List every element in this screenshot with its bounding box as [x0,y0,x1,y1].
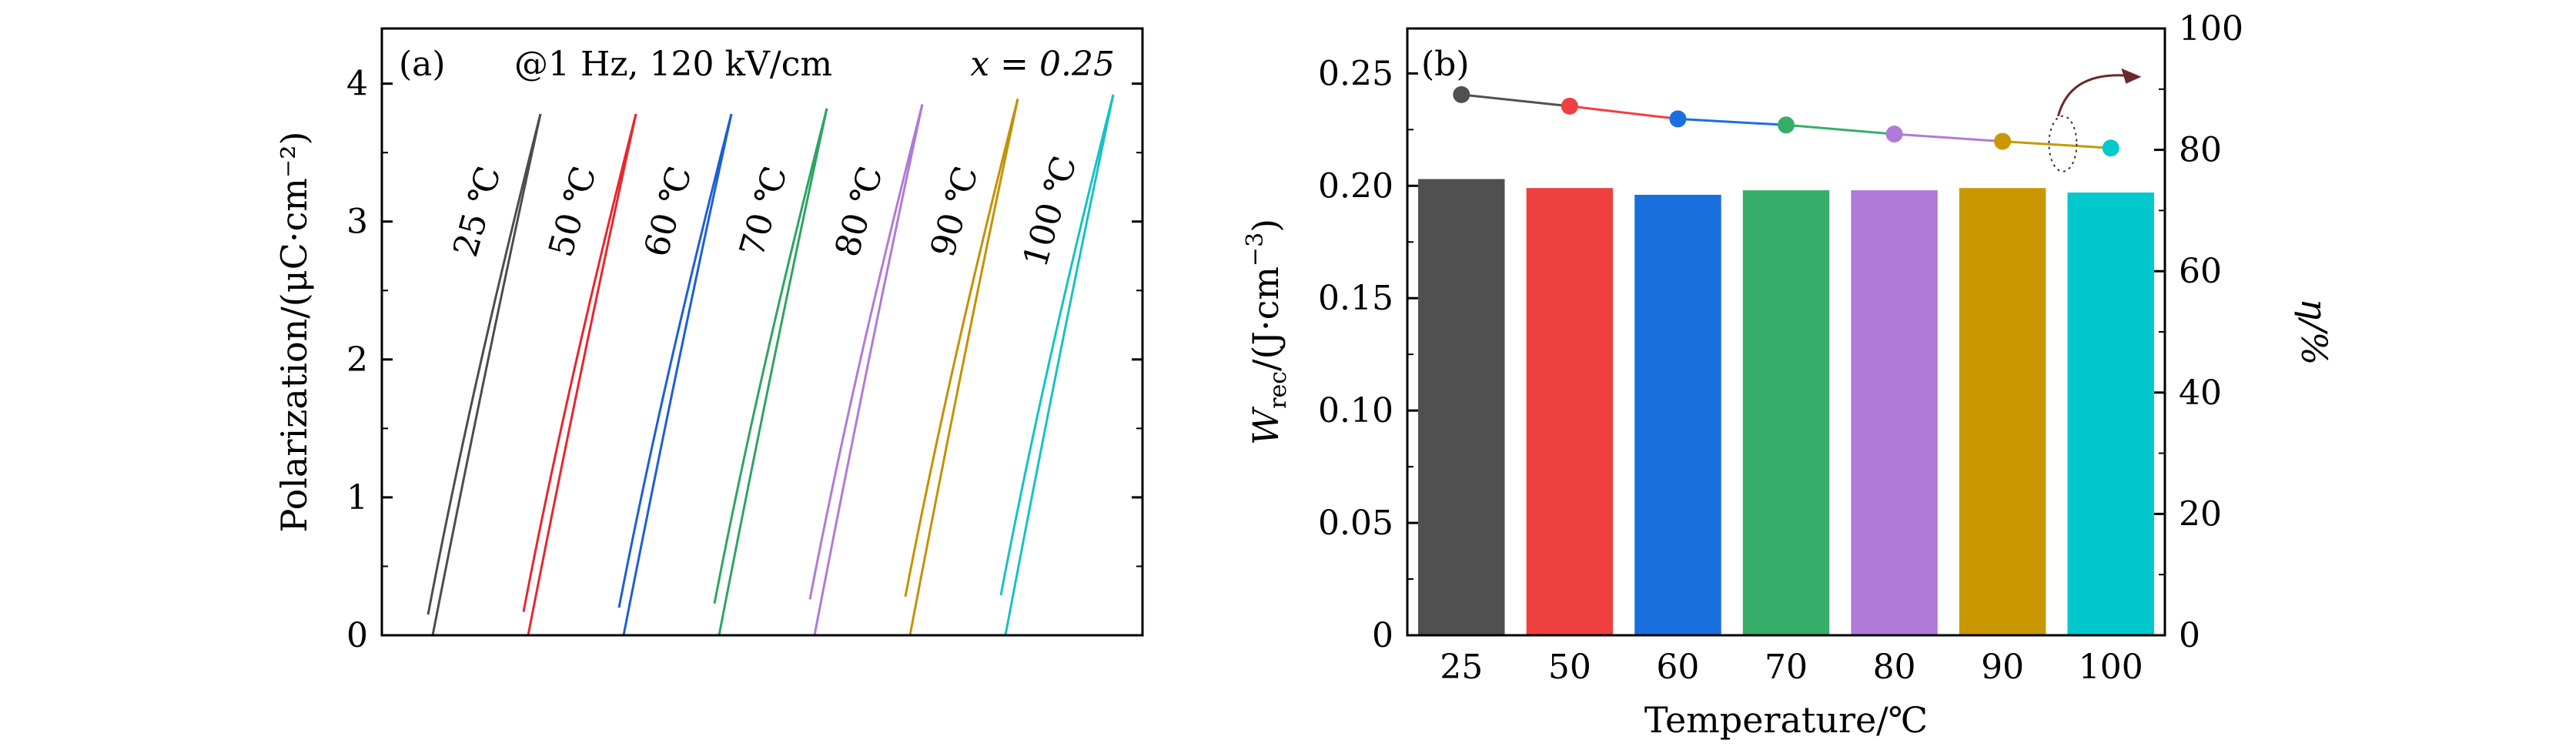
panel-b-y2-tick-label: 80 [2179,131,2222,170]
panel-b-x-tick-label: 100 [2079,648,2143,687]
axis-indicator-arrowhead [2121,68,2142,84]
pe-loop-branch-discharge [808,104,924,600]
panel-b-y-tick-label: 0.05 [1318,504,1393,543]
panel-b-x-tick-label: 60 [1656,648,1699,687]
panel-a-title: @1 Hz, 120 kV/cm [514,45,832,84]
panel-b-x-tick-label: 50 [1548,648,1591,687]
panel-b-y-tick-label: 0.10 [1318,391,1393,430]
panel-b-y2-axis-title: η/% [2293,299,2335,366]
efficiency-point [1885,126,1903,143]
pe-loop-branch-discharge [427,113,542,615]
panel-b-y2-tick-label: 100 [2179,9,2243,49]
bar-wrec [1634,194,1721,636]
panel-b-y-tick-label: 0.25 [1318,54,1393,93]
efficiency-point [1453,85,1470,103]
panel-b-label: (b) [1421,45,1470,84]
efficiency-line-segment [1678,117,1787,126]
panel-b: 0 0.05 0.10 0.15 0.20 0.25 0 20 40 60 80 100 25 50 60 7… [1242,9,2335,741]
pe-loop-branch-discharge [999,94,1115,596]
pe-loop-branch-charge [431,113,542,636]
panel-a-label: (a) [399,45,446,84]
pe-loop-branch-discharge [522,113,637,612]
panel-b-y-axis-title: Wrec/(J·cm−3) [1242,219,1292,445]
panel-a-y-tick-label: 0 [346,616,368,655]
pe-loop-branch-discharge [713,108,828,604]
axis-indicator-ellipse [2048,115,2078,172]
panel-b-y2-tick-label: 40 [2179,373,2222,413]
pe-loop-temperature-label: 90 ℃ [923,162,986,261]
pe-loop-temperature-label: 50 ℃ [541,162,604,261]
pe-loop-temperature-label: 70 ℃ [732,162,795,261]
bar-wrec [1851,190,1938,636]
pe-loop-branch-charge [813,104,924,636]
efficiency-line-segment [1569,105,1678,120]
panel-a-y-tick-label: 4 [346,65,368,104]
bar-wrec [1418,179,1505,635]
pe-loop-branch-discharge [617,113,733,608]
pe-loop-branch-charge [622,113,733,636]
efficiency-point [1778,116,1795,134]
pe-loop-branch-charge [1004,94,1115,636]
panel-b-x-tick-label: 70 [1765,648,1808,687]
panel-b-y-tick-label: 0.20 [1318,166,1393,206]
panel-b-y2-tick-label: 0 [2179,616,2200,655]
panel-b-x-tick-label: 25 [1440,648,1483,687]
efficiency-point [1994,132,2012,150]
efficiency-point [1669,110,1687,128]
panel-a-y-tick-label: 3 [346,203,368,242]
panel-a-y-axis-title: Polarization/(μC·cm⁻²) [273,131,315,532]
panel-b-y-tick-label: 0.15 [1318,279,1393,318]
pe-loop-branch-discharge [904,98,1019,598]
bar-wrec [1526,188,1614,635]
panel-a-y-tick-label: 2 [346,340,368,380]
pe-loop-temperature-label: 80 ℃ [828,162,891,261]
panel-b-x-tick-label: 90 [1981,648,2024,687]
axis-indicator-arrow [2056,74,2133,117]
efficiency-point [2102,139,2119,157]
bar-wrec [2067,193,2154,635]
pe-loop-branch-charge [908,99,1019,636]
panel-a-frame [380,27,1144,637]
efficiency-line-segment [2002,140,2111,149]
panel-b-x-tick-label: 80 [1873,648,1916,687]
pe-loop-branch-charge [718,108,828,636]
pe-loop-temperature-label: 60 ℃ [637,162,700,261]
panel-b-y2-tick-label: 20 [2179,494,2222,534]
efficiency-point [1561,97,1578,115]
panel-b-y-tick-label: 0 [1372,616,1393,655]
panel-b-x-axis-title: Temperature/℃ [1644,699,1928,741]
bar-wrec [1742,190,1830,636]
panel-a-composition: x = 0.25 [970,45,1115,84]
efficiency-line-segment [1785,123,1895,136]
panel-b-frame [1406,27,2166,637]
pe-loop-temperature-label: 25 ℃ [446,162,509,261]
efficiency-line-segment [1461,93,1571,108]
efficiency-line-segment [1894,132,2003,143]
panel-b-y2-tick-label: 60 [2179,252,2222,291]
pe-loop-branch-charge [527,113,637,636]
panel-a-y-tick-label: 1 [346,478,368,517]
bar-wrec [1959,188,2046,635]
